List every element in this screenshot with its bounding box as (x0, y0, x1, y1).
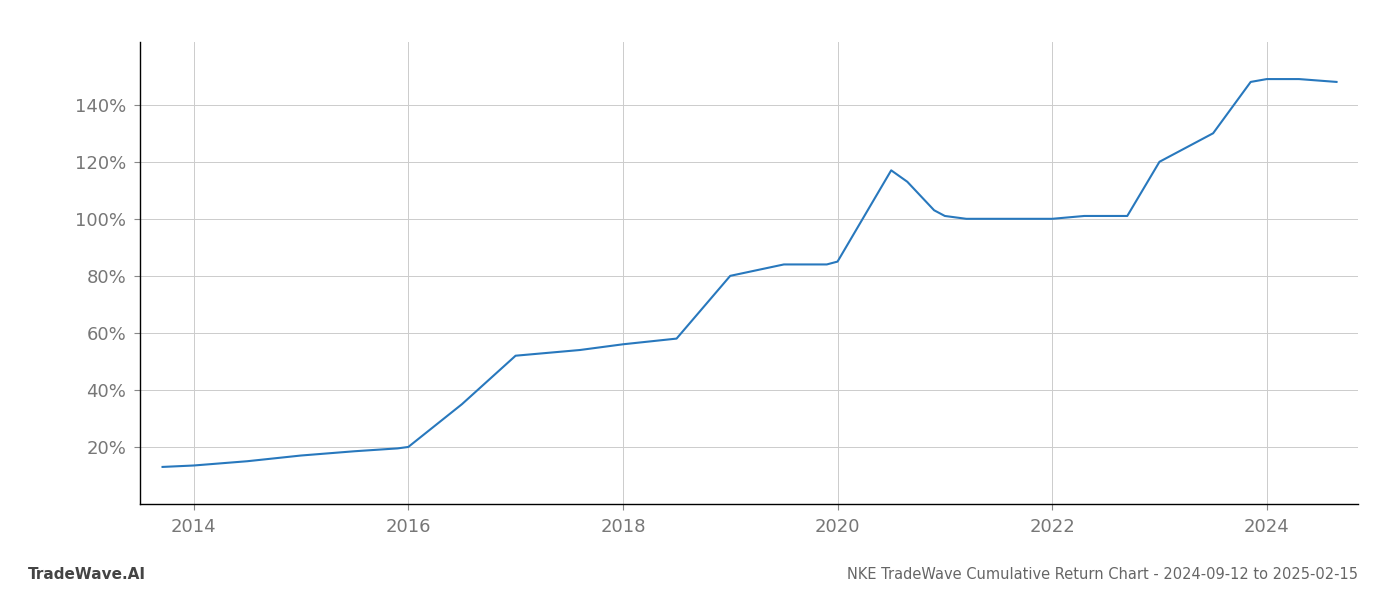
Text: TradeWave.AI: TradeWave.AI (28, 567, 146, 582)
Text: NKE TradeWave Cumulative Return Chart - 2024-09-12 to 2025-02-15: NKE TradeWave Cumulative Return Chart - … (847, 567, 1358, 582)
